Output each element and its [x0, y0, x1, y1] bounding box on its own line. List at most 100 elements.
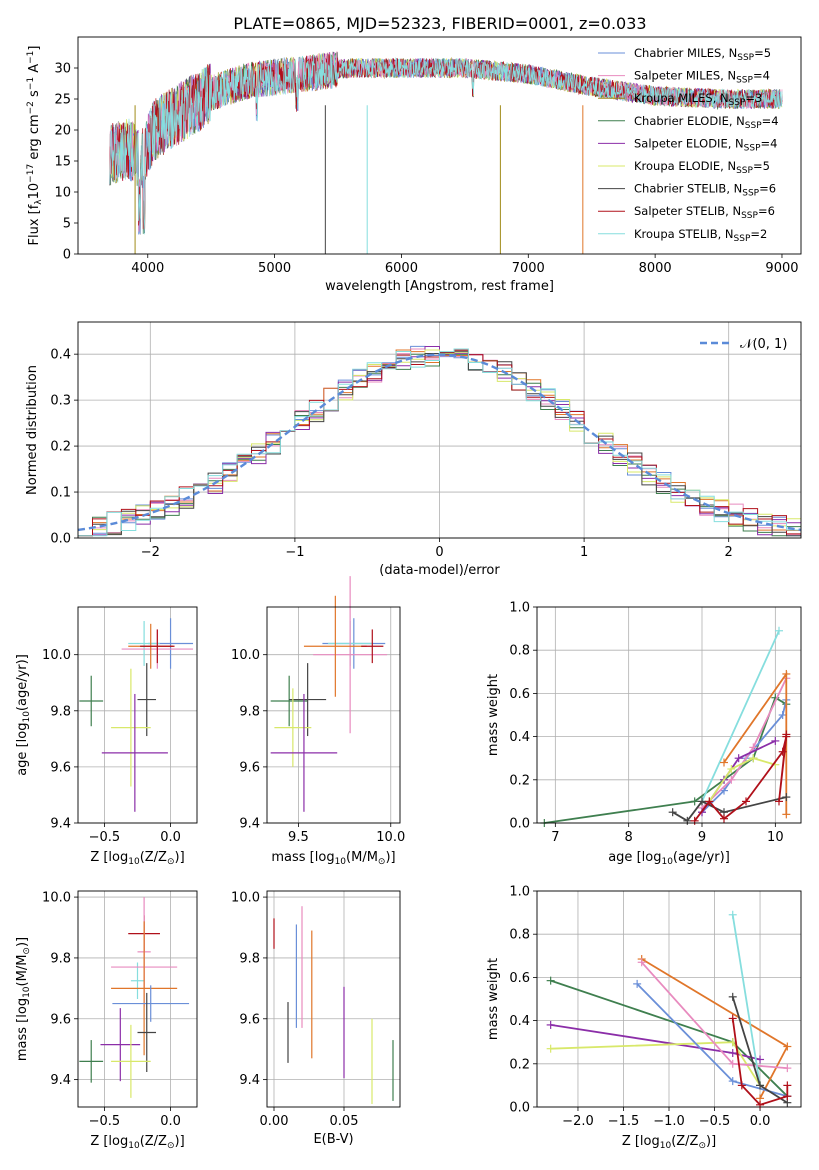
label-part: =3: [745, 91, 762, 105]
y-tick-label: 5: [63, 217, 71, 232]
series-line-cyan: [701, 630, 780, 802]
label-part: 10: [128, 857, 140, 867]
x-tick-label: 0.0: [160, 1114, 181, 1129]
label-part: =4: [761, 136, 778, 150]
x-tick-label: 9000: [765, 261, 798, 276]
x-axis-label: mass [log10​(M/M⊙​)]: [271, 850, 395, 867]
x-tick-label: −0.5: [89, 1114, 121, 1129]
x-tick-label: 10.0: [376, 830, 405, 845]
x-tick-label: 7: [551, 830, 559, 845]
axes-frame: [536, 606, 802, 824]
y-tick-label: 10.0: [42, 891, 71, 906]
label-part: −2: [26, 101, 36, 114]
label-part: =6: [758, 204, 775, 218]
series-line-cyan: [731, 914, 761, 1086]
x-tick-label: 5000: [258, 261, 291, 276]
y-tick-label: 9.4: [239, 817, 260, 832]
label-part: ]: [27, 46, 42, 51]
label-part: 10: [128, 1141, 140, 1151]
axes-weight-vs-age: 7 8 9 10 0.0 0.2 0.4 0.6 0.8 1.0 mass weight age [l…: [486, 601, 802, 867]
label-part: SSP: [742, 189, 759, 199]
y-tick-label: 0.3: [50, 394, 71, 409]
axes-residuals: −2 −1 0 1 2 0.0 0.1 0.2 0.3 0.4 𝒩(0, 1) (data-model…: [25, 321, 802, 578]
y-tick-label: 1.0: [509, 601, 530, 616]
label-part: mass [log: [271, 850, 334, 865]
x-tick-label: 4000: [131, 261, 164, 276]
panels: 4000 5000 6000 7000 8000 9000051015202530wave…: [15, 36, 802, 1151]
label-part: Chabrier ELODIE, N: [634, 114, 745, 128]
label-part: mass [log: [15, 998, 30, 1061]
label-part: (Z/Z: [671, 1134, 698, 1149]
y-tick-label: 0.0: [509, 1101, 530, 1116]
label-part: Kroupa STELIB, N: [634, 227, 734, 241]
label-part: A: [27, 64, 42, 77]
y-tick-label: 9.4: [50, 817, 71, 832]
label-part: −17: [26, 164, 36, 183]
x-tick-label: −1.5: [608, 1114, 640, 1129]
x-axis-label: Z [log10​(Z/Z⊙​)]: [622, 1134, 716, 1151]
y-tick-label: 20: [54, 124, 71, 139]
label-part: 10: [22, 711, 32, 723]
label-part: SSP: [736, 166, 753, 176]
x-tick-label: −1.0: [653, 1114, 685, 1129]
label-part: SSP: [734, 234, 751, 244]
label-part: (M/M: [15, 955, 30, 987]
y-axis-label: Flux [fλ​10−17​ erg cm−2​ s−1​ A−1​]: [26, 46, 44, 246]
label-part: −1: [26, 77, 36, 90]
axes-mass-vs-EBV: 0.00 0.05 9.4 9.6 9.8 10.0 E(B-V): [231, 890, 401, 1147]
x-axis-label: age [log10​(age/yr)]: [608, 850, 730, 867]
y-tick-label: 1.0: [509, 885, 530, 900]
label-part: =2: [750, 227, 767, 241]
y-tick-label: 0.6: [509, 971, 530, 986]
label-part: =5: [753, 159, 770, 173]
label-part: SSP: [745, 121, 762, 131]
y-tick-label: 9.6: [239, 1012, 260, 1027]
label-part: Salpeter MILES, N: [634, 69, 736, 83]
label-part: 10: [661, 857, 673, 867]
label-part: SSP: [737, 53, 754, 63]
y-tick-label: 10: [54, 186, 71, 201]
legend-entry: Kroupa MILES, NSSP​=3: [634, 91, 762, 108]
x-axis-label: (data-model)/error: [379, 563, 500, 578]
label-part: =6: [759, 182, 776, 196]
x-tick-label: 0.0: [160, 830, 181, 845]
spectrum-lines: [109, 51, 783, 254]
x-tick-label: 0: [435, 545, 443, 560]
label-part: Z [log: [90, 850, 128, 865]
x-tick-label: −1: [285, 545, 304, 560]
label-part: )]: [15, 937, 30, 947]
x-tick-label: 10: [767, 830, 784, 845]
legend-entry: Salpeter MILES, NSSP​=4: [634, 69, 770, 86]
y-tick-label: 9.4: [50, 1073, 71, 1088]
x-tick-label: 7000: [512, 261, 545, 276]
figure-title: PLATE=0865, MJD=52323, FIBERID=0001, z=0…: [233, 14, 646, 33]
legend-entry: Chabrier MILES, NSSP​=5: [634, 46, 771, 63]
label-part: )]: [706, 1134, 716, 1149]
axes-frame: [536, 890, 802, 1108]
x-tick-label: −0.5: [89, 830, 121, 845]
x-tick-label: −2: [141, 545, 160, 560]
x-tick-label: 1: [580, 545, 588, 560]
y-tick-label: 9.4: [239, 1073, 260, 1088]
axes-age-vs-mass: 9.5 10.0 9.4 9.6 9.8 10.0 mass [log10​(M/M⊙​)]: [231, 576, 405, 867]
label-part: age [log: [15, 723, 30, 776]
label-part: (age/yr)]: [15, 654, 30, 711]
label-part: (M/M: [346, 850, 378, 865]
y-tick-label: 0: [63, 248, 71, 263]
label-part: SSP: [741, 211, 758, 221]
label-part: (Z/Z: [140, 850, 167, 865]
axes-spectrum: 4000 5000 6000 7000 8000 9000 0 5 10 15 20 25 30 wave…: [26, 36, 802, 294]
label-part: Kroupa ELODIE, N: [634, 159, 736, 173]
legend-entry: Chabrier STELIB, NSSP​=6: [634, 182, 776, 199]
y-axis-label: age [log10​(age/yr)]: [15, 654, 32, 776]
legend-entry: Chabrier ELODIE, NSSP​=4: [634, 114, 779, 131]
axes-weight-vs-Z: −2.0 −1.5 −1.0 −0.5 0.0 0.0 0.2 0.4 0.6 0.8 1.0 mas…: [486, 885, 802, 1151]
legend-entry: Salpeter STELIB, NSSP​=6: [634, 204, 775, 221]
label-part: )]: [385, 850, 395, 865]
y-tick-label: 30: [54, 62, 71, 77]
y-axis-label: Normed distribution: [25, 365, 40, 495]
label-part: )]: [175, 850, 185, 865]
legend-entry: 𝒩(0, 1): [740, 337, 787, 352]
axes-frame: [77, 606, 198, 824]
